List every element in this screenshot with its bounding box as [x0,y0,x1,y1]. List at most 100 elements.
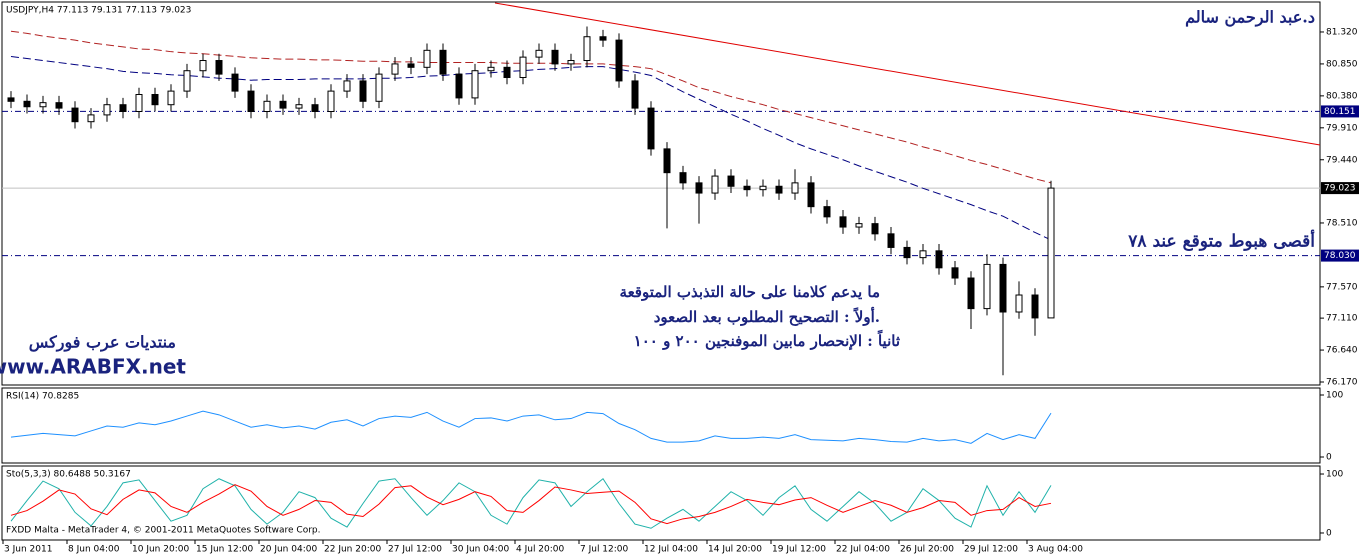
candle-body [471,70,479,99]
x-tick-label: 12 Jul 04:00 [644,545,698,555]
candle-body [1031,294,1039,319]
candle-body [87,114,95,123]
y-tick-label: 100 [1326,470,1343,480]
candle-body [455,73,463,99]
candle-body [663,148,671,174]
candle-body [439,49,447,75]
candle-body [343,80,351,92]
panel-title: USDJPY,H4 77.113 79.131 77.113 79.023 [6,6,191,16]
candle-body [503,66,511,79]
annotation: ما يدعم كلامنا على حالة التذبذب المتوقعة [620,283,880,301]
candle-body [391,63,399,75]
candle-body [407,63,415,68]
candle-body [311,104,319,112]
candle-body [583,36,591,62]
x-tick-label: 20 Jun 04:00 [260,545,317,555]
x-tick-label: 27 Jul 12:00 [388,545,442,555]
candle-body [247,90,255,112]
y-tick-label: 80.380 [1326,91,1358,101]
candle-body [39,102,47,108]
candle-body [103,104,111,116]
candle-body [295,104,303,109]
y-tick-label: 76.640 [1326,346,1358,356]
y-tick-label: 77.110 [1326,314,1358,324]
candle-body [183,70,191,92]
candle-body [263,100,271,112]
x-tick-label: 3 Aug 04:00 [1028,545,1083,555]
footer: FXDD Malta - MetaTrader 4, © 2001-2011 M… [6,526,321,536]
candle-body [519,56,527,79]
candle-body [615,39,623,82]
candle-body [967,277,975,310]
annotation: أولاً : التصحيح المطلوب بعد الصعود. [654,306,880,326]
annotation: أقصى هبوط متوقع عند ٧٨ [1127,229,1315,252]
x-tick-label: 30 Jun 04:00 [452,545,509,555]
candle-body [375,73,383,102]
candle-body [695,182,703,194]
candle-body [887,233,895,248]
candle-body [279,100,287,109]
candle-body [935,250,943,269]
y-tick-label: 79.910 [1326,123,1358,133]
x-tick-label: 7 Jul 12:00 [580,545,629,555]
x-tick-label: 4 Jul 20:00 [516,545,565,555]
trendline [494,2,1321,146]
moving-average [10,30,1052,184]
level-label: 80.151 [1324,107,1356,117]
candle-body [999,263,1007,313]
candle-body [327,90,335,112]
candle-body [71,107,79,123]
candle-body [567,60,575,65]
y-tick-label: 0 [1326,452,1332,462]
panel-frame [1,465,1321,541]
panel-frame [1,387,1321,464]
candle-body [791,182,799,194]
candle-body [951,267,959,279]
y-tick-label: 100 [1326,391,1343,401]
candle-body [807,182,815,208]
level-label: 78.030 [1324,251,1356,261]
x-tick-label: 22 Jun 20:00 [324,545,381,555]
y-tick-label: 81.320 [1326,27,1358,37]
level-label-box [1321,105,1359,118]
annotation: د.عبد الرحمن سالم [1185,8,1315,28]
panel-title: RSI(14) 70.8285 [6,392,79,402]
candle-body [839,216,847,228]
candle-body [903,246,911,259]
candle-body [743,185,751,191]
candle-body [167,90,175,106]
y-tick-label: 79.440 [1326,155,1358,165]
x-tick-label: 8 Jun 04:00 [68,545,120,555]
candle-body [679,172,687,184]
level-label-box [1321,182,1359,195]
candle-body [631,80,639,109]
candle-body [759,185,767,191]
candle-body [135,94,143,112]
candle-body [1047,187,1055,319]
candle-body [423,49,431,68]
y-tick-label: 77.570 [1326,282,1358,292]
x-tick-label: 14 Jul 20:00 [708,545,762,555]
candle-body [151,94,159,106]
candle-body [551,49,559,65]
candle-body [215,60,223,75]
candle-body [7,97,15,102]
candle-body [823,206,831,218]
candle-body [983,263,991,310]
annotation: منتديات عرب فوركس [29,333,176,353]
panel-title: Sto(5,3,3) 80.6488 50.3167 [6,470,131,480]
indicator-line [10,484,1052,525]
candle-body [599,36,607,41]
x-tick-label: 26 Jul 20:00 [900,545,954,555]
candle-body [359,80,367,102]
candle-body [23,100,31,108]
annotation: www.ARABFX.net [0,355,186,379]
candle-body [919,250,927,259]
annotation: ثانياً : الإنحصار مابين الموفنجين ٢٠٠ و … [634,330,900,350]
y-tick-label: 80.850 [1326,59,1358,69]
level-label: 79.023 [1324,184,1356,194]
candle-body [647,107,655,150]
y-tick-label: 0 [1326,528,1332,538]
